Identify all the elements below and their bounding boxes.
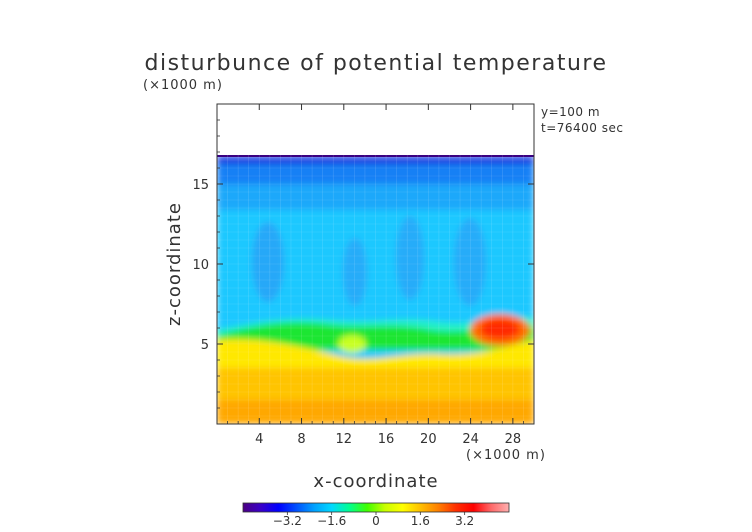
heatmap-plume-3 bbox=[396, 216, 424, 300]
x-unit-label: (×1000 m) bbox=[466, 448, 546, 463]
x-tick-label: 16 bbox=[378, 432, 395, 447]
x-axis: 4 8 12 16 20 24 28 bbox=[227, 104, 524, 447]
colorbar-scale bbox=[242, 502, 510, 513]
x-tick-label: 24 bbox=[462, 432, 479, 447]
heatmap-upper-band bbox=[217, 164, 534, 186]
annotation-time: t=76400 sec bbox=[541, 121, 623, 135]
x-tick-label: 28 bbox=[505, 432, 522, 447]
y-axis: 5 10 15 bbox=[192, 119, 534, 409]
colorbar-tick-label: 1.6 bbox=[411, 514, 430, 528]
heatmap-warm-blob-core bbox=[480, 319, 520, 339]
heatmap-mid-band bbox=[217, 184, 534, 210]
annotation-y-position: y=100 m bbox=[541, 105, 600, 119]
y-tick-label: 10 bbox=[192, 258, 209, 273]
x-tick-label: 8 bbox=[297, 432, 305, 447]
y-tick-label: 5 bbox=[201, 338, 209, 353]
grid bbox=[217, 152, 534, 424]
colorbar-tick-label: 0 bbox=[372, 514, 380, 528]
x-tick-label: 4 bbox=[255, 432, 263, 447]
heatmap-plume-1 bbox=[252, 222, 284, 302]
colorbar-tick-label: −3.2 bbox=[273, 514, 302, 528]
heatmap-plume-4 bbox=[454, 218, 486, 306]
colorbar: −3.2 −1.6 0 1.6 3.2 bbox=[242, 502, 510, 528]
heatmap-bottom-layer bbox=[217, 400, 534, 424]
y-unit-label: (×1000 m) bbox=[143, 78, 223, 93]
chart-title: disturbunce of potential temperature bbox=[145, 51, 608, 76]
heatmap-top-dark-band bbox=[217, 156, 534, 166]
heatmap-swirl bbox=[338, 335, 366, 353]
y-axis-label: z-coordinate bbox=[164, 202, 185, 326]
colorbar-tick-label: 3.2 bbox=[455, 514, 474, 528]
heatmap-green-layer bbox=[217, 322, 534, 350]
colorbar-tick-label: −1.6 bbox=[317, 514, 346, 528]
heatmap-plume-2 bbox=[343, 238, 367, 306]
y-tick-label: 15 bbox=[192, 178, 209, 193]
x-tick-label: 12 bbox=[336, 432, 353, 447]
no-data-region bbox=[217, 104, 534, 156]
x-tick-label: 20 bbox=[420, 432, 437, 447]
x-axis-label: x-coordinate bbox=[313, 471, 438, 492]
heatmap-field bbox=[217, 104, 534, 424]
